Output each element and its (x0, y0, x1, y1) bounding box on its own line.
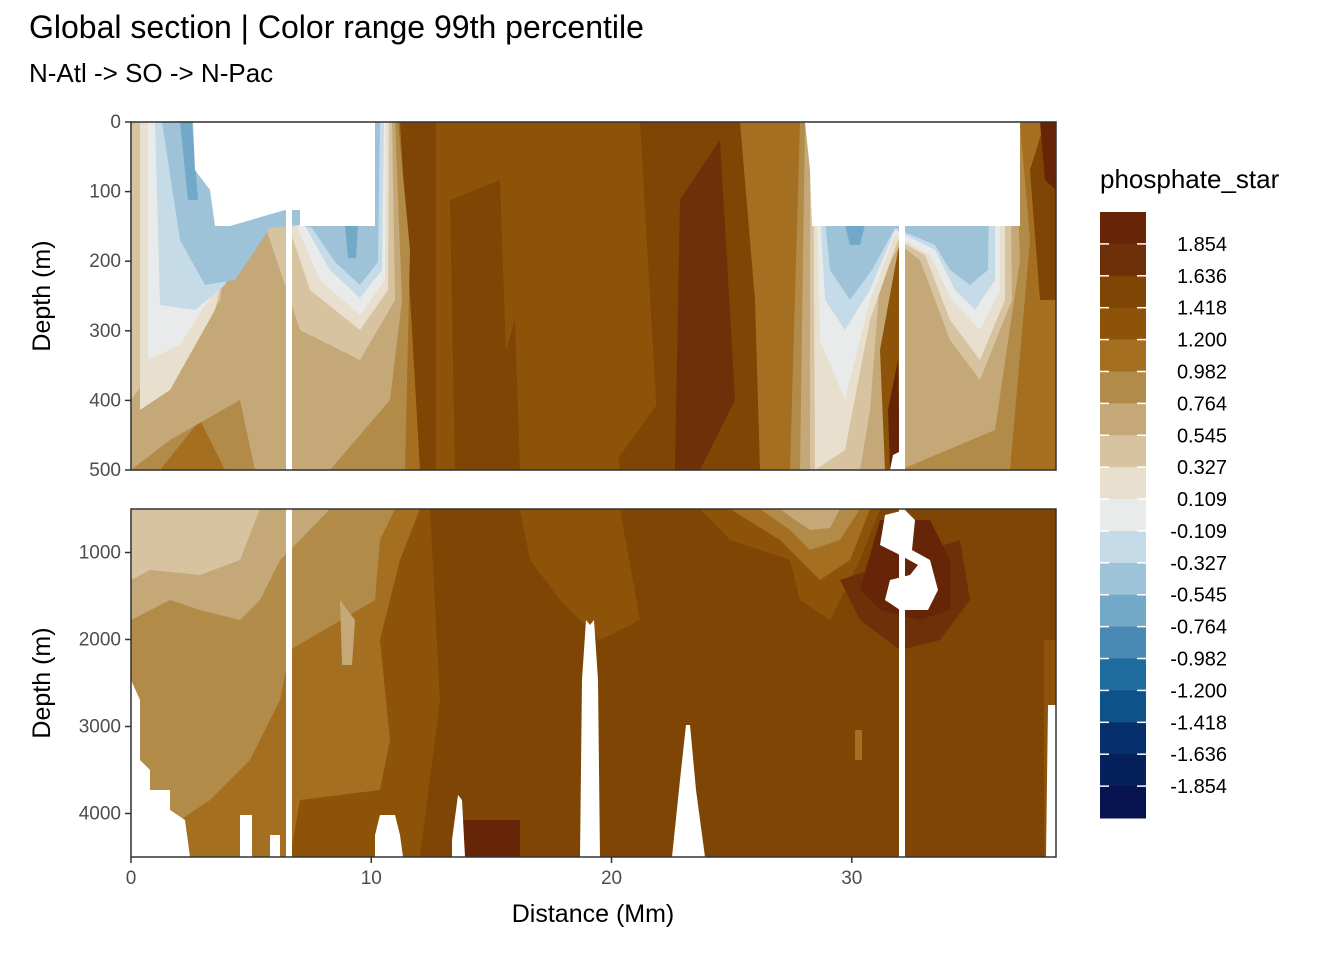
legend-label: -0.764 (1170, 617, 1227, 639)
chart-subtitle: N-Atl -> SO -> N-Pac (29, 58, 274, 88)
legend-label: 0.109 (1177, 489, 1227, 511)
contour-fill (560, 280, 620, 470)
y-tick-label: 0 (110, 112, 121, 133)
legend-label: -1.636 (1170, 744, 1227, 766)
legend-color-swatch (1100, 499, 1146, 532)
x-tick-label: 0 (126, 868, 137, 889)
nodata-mask (880, 510, 938, 610)
legend-label: 0.982 (1177, 361, 1227, 383)
legend-color-swatch (1100, 243, 1146, 277)
legend-color-swatch (1100, 530, 1146, 564)
legend-label: 0.764 (1177, 393, 1227, 415)
legend-label: -1.200 (1170, 680, 1227, 702)
y-axis-title-upper: Depth (m) (28, 240, 56, 351)
y-tick-label: 1000 (79, 543, 121, 564)
nodata-mask (193, 122, 375, 226)
legend-label: -0.545 (1170, 585, 1227, 607)
legend-color-swatch (1100, 467, 1146, 500)
contour-fill (675, 140, 735, 470)
legend-label: -1.418 (1170, 712, 1227, 734)
nodata-mask (672, 725, 705, 857)
contour-fill (180, 122, 198, 200)
nodata-mask (1046, 705, 1056, 857)
nodata-mask (375, 815, 403, 857)
nodata-mask (452, 795, 465, 857)
nodata-mask (899, 122, 905, 470)
legend-color-swatch (1100, 690, 1146, 723)
legend-colorbar (1100, 212, 1146, 819)
contour-fill (460, 820, 520, 857)
y-tick-label: 400 (89, 390, 121, 411)
legend-color-swatch (1100, 212, 1146, 245)
legend-label: 1.636 (1177, 266, 1227, 288)
contour-fill (450, 180, 510, 470)
upper-contours (131, 122, 1056, 470)
contour-fill (1040, 122, 1056, 190)
contour-fill (345, 225, 358, 258)
nodata-mask (890, 452, 900, 470)
legend-color-swatch (1100, 403, 1146, 436)
contour-fill (845, 225, 865, 245)
nodata-mask (805, 122, 1020, 226)
contour-fill (131, 509, 260, 580)
legend-color-swatch (1100, 594, 1146, 628)
legend-title: phosphate_star (1100, 164, 1280, 194)
contour-fill (520, 509, 640, 640)
nodata-mask (240, 815, 252, 857)
nodata-mask (131, 680, 190, 857)
contour-fill (780, 509, 840, 530)
legend-color-swatch (1100, 435, 1146, 468)
legend: phosphate_star 1.854 1.636 1.418 1.200 0.982… (1100, 164, 1280, 819)
lower-contours (131, 509, 1056, 857)
legend-label: 0.327 (1177, 457, 1227, 479)
legend-color-swatch (1100, 307, 1146, 341)
chart-title: Global section | Color range 99th percen… (29, 9, 644, 45)
legend-color-swatch (1100, 722, 1146, 755)
x-tick-label: 10 (361, 868, 382, 889)
y-tick-label: 300 (89, 321, 121, 342)
x-tick-label: 30 (841, 868, 862, 889)
y-tick-label: 100 (89, 182, 121, 203)
nodata-mask (580, 620, 600, 857)
legend-label: 1.418 (1177, 298, 1227, 320)
nodata-mask (270, 835, 280, 857)
legend-label: 0.545 (1177, 425, 1227, 447)
x-axis-title: Distance (Mm) (512, 900, 675, 928)
legend-labels: 1.854 1.636 1.418 1.200 0.982 0.764 0.545 0.327… (1100, 234, 1227, 798)
legend-color-swatch (1100, 754, 1146, 787)
y-tick-label: 3000 (79, 717, 121, 738)
legend-color-swatch (1100, 371, 1146, 404)
x-tick-label: 20 (601, 868, 622, 889)
legend-color-swatch (1100, 275, 1146, 309)
y-tick-label: 500 (89, 460, 121, 481)
legend-color-swatch (1100, 786, 1146, 819)
legend-color-swatch (1100, 626, 1146, 660)
legend-label: 1.854 (1177, 234, 1227, 256)
nodata-mask (286, 509, 292, 857)
nodata-mask (286, 122, 292, 470)
y-tick-label: 2000 (79, 630, 121, 651)
upper-panel (130, 121, 1057, 471)
contour-fill (340, 600, 355, 665)
legend-label: -1.854 (1170, 776, 1227, 798)
legend-label: -0.109 (1170, 521, 1227, 543)
contour-fill (888, 360, 900, 470)
y-axis-title-lower: Depth (m) (28, 627, 56, 738)
y-tick-label: 4000 (79, 804, 121, 825)
legend-label: -0.982 (1170, 649, 1227, 671)
axes: 0 100 200 300 400 500 1000 2000 3000 4000 0 10 20 30 (79, 112, 863, 889)
lower-panel (130, 508, 1057, 858)
legend-label: 1.200 (1177, 330, 1227, 352)
y-tick-label: 200 (89, 251, 121, 272)
legend-color-swatch (1100, 562, 1146, 596)
legend-color-swatch (1100, 658, 1146, 691)
nodata-mask (899, 509, 905, 857)
legend-color-swatch (1100, 339, 1146, 372)
legend-label: -0.327 (1170, 553, 1227, 575)
contour-fill (855, 730, 862, 760)
